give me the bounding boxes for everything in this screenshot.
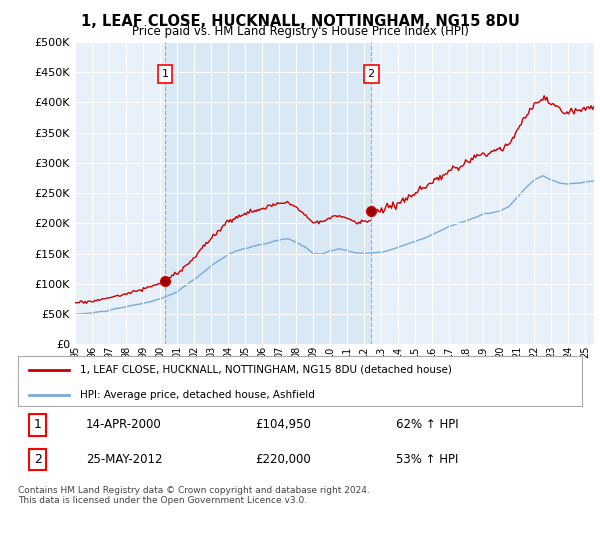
Text: 1, LEAF CLOSE, HUCKNALL, NOTTINGHAM, NG15 8DU: 1, LEAF CLOSE, HUCKNALL, NOTTINGHAM, NG1… (80, 14, 520, 29)
Text: 1: 1 (34, 418, 41, 431)
Text: £104,950: £104,950 (255, 418, 311, 431)
Text: 53% ↑ HPI: 53% ↑ HPI (396, 453, 458, 466)
Text: Contains HM Land Registry data © Crown copyright and database right 2024.
This d: Contains HM Land Registry data © Crown c… (18, 486, 370, 506)
Text: 25-MAY-2012: 25-MAY-2012 (86, 453, 162, 466)
Text: 1, LEAF CLOSE, HUCKNALL, NOTTINGHAM, NG15 8DU (detached house): 1, LEAF CLOSE, HUCKNALL, NOTTINGHAM, NG1… (80, 365, 452, 375)
Text: 14-APR-2000: 14-APR-2000 (86, 418, 161, 431)
Text: 2: 2 (368, 69, 374, 79)
Bar (165, 42, 371, 344)
Text: 62% ↑ HPI: 62% ↑ HPI (396, 418, 458, 431)
Text: Price paid vs. HM Land Registry's House Price Index (HPI): Price paid vs. HM Land Registry's House … (131, 25, 469, 38)
Text: £220,000: £220,000 (255, 453, 311, 466)
Text: 1: 1 (161, 69, 169, 79)
Text: 2: 2 (34, 453, 41, 466)
Text: HPI: Average price, detached house, Ashfield: HPI: Average price, detached house, Ashf… (80, 390, 315, 400)
